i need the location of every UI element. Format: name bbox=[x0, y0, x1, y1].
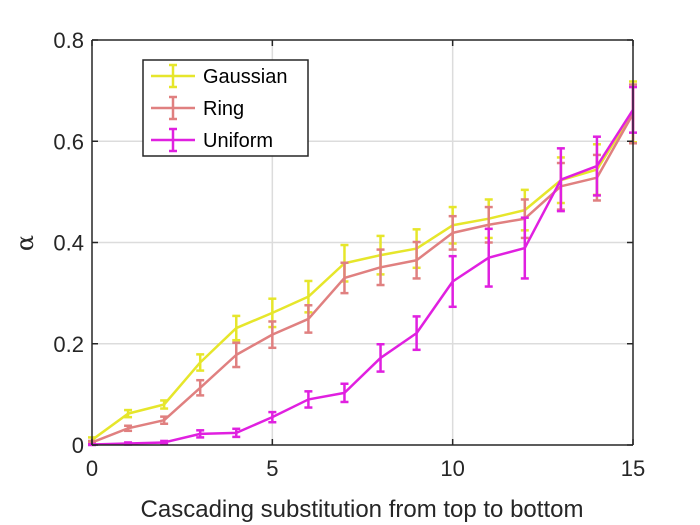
series-line bbox=[91, 113, 635, 444]
legend-label: Ring bbox=[203, 98, 244, 120]
legend-item-ring bbox=[151, 95, 195, 121]
x-axis-label: Cascading substitution from top to botto… bbox=[141, 496, 584, 523]
axes bbox=[91, 39, 634, 446]
tick-labels: 0 5 10 15 0 0.2 0.4 0.6 0.8 bbox=[53, 28, 645, 481]
series-layer bbox=[88, 80, 637, 447]
y-tick-label: 0.4 bbox=[53, 231, 84, 256]
legend-label: Gaussian bbox=[203, 66, 288, 88]
y-tick-label: 0.2 bbox=[53, 332, 84, 357]
y-tick-label: 0 bbox=[72, 433, 84, 458]
legend-item-gaussian bbox=[151, 63, 195, 89]
legend-label: Uniform bbox=[203, 130, 273, 152]
series-uniform bbox=[88, 85, 637, 447]
x-tick-label: 5 bbox=[266, 456, 278, 481]
x-tick-label: 15 bbox=[621, 456, 645, 481]
series-line bbox=[91, 109, 635, 446]
y-tick-label: 0.6 bbox=[53, 129, 84, 154]
y-tick-label: 0.8 bbox=[53, 28, 84, 53]
legend-item-uniform bbox=[151, 127, 195, 153]
series-line bbox=[91, 111, 635, 441]
legend: Gaussian Ring Uniform bbox=[142, 59, 309, 157]
y-axis-label: α bbox=[11, 235, 39, 251]
x-tick-label: 0 bbox=[86, 456, 98, 481]
x-tick-label: 10 bbox=[440, 456, 464, 481]
